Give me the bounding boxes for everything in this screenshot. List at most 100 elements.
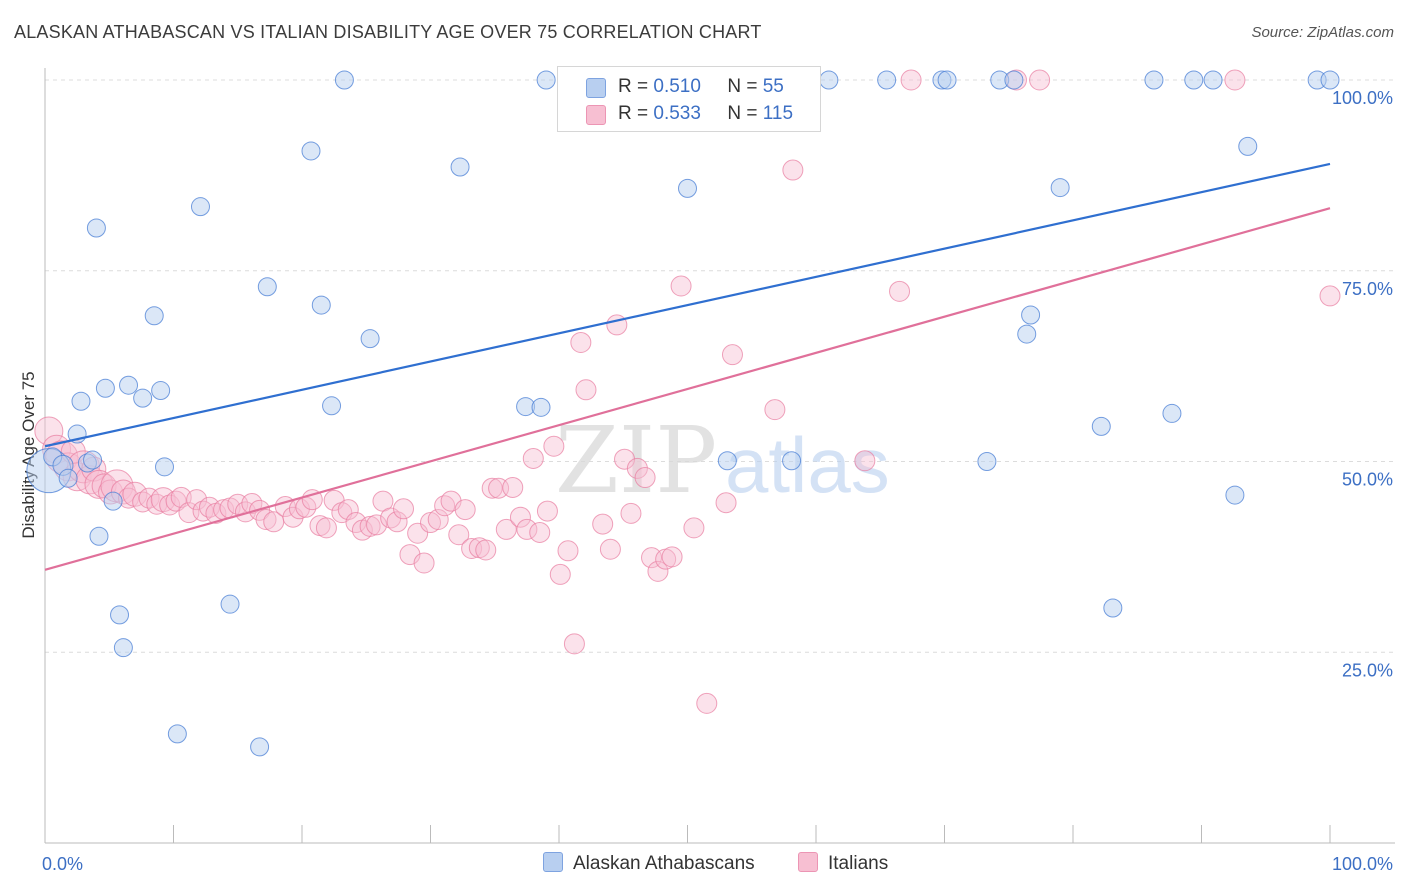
athabascan-point bbox=[1203, 70, 1223, 90]
athabascan-point bbox=[133, 388, 153, 408]
y-tick-label: 50.0% bbox=[1342, 470, 1393, 490]
athabascan-point bbox=[334, 70, 354, 90]
athabascan-point bbox=[190, 197, 210, 217]
italians-point bbox=[509, 506, 531, 528]
italians-point bbox=[634, 467, 656, 489]
italians-point bbox=[626, 457, 648, 479]
italians-point bbox=[854, 450, 876, 472]
pink-swatch bbox=[586, 105, 606, 125]
italians-point bbox=[683, 517, 705, 539]
athabascan-point bbox=[536, 70, 556, 90]
legend-n-value-italians: 115 bbox=[762, 103, 794, 124]
legend-r-value-athabascan: 0.510 bbox=[653, 76, 701, 97]
italians-point bbox=[764, 399, 786, 421]
athabascan-point bbox=[1021, 305, 1041, 325]
athabascan-point bbox=[220, 594, 240, 614]
italians-point bbox=[721, 344, 743, 366]
athabascan-point bbox=[110, 605, 130, 625]
athabascan-point bbox=[360, 329, 380, 349]
bottom-legend-italians: Italians bbox=[798, 852, 888, 875]
watermark-atlas: atlas bbox=[725, 421, 890, 509]
italians-point bbox=[715, 492, 737, 514]
trend-lines bbox=[44, 162, 1331, 571]
athabascan-point bbox=[250, 737, 270, 757]
italians-point bbox=[454, 499, 476, 521]
italians-point bbox=[393, 498, 415, 520]
italians-point bbox=[900, 69, 922, 91]
italians-trend-line bbox=[44, 207, 1331, 571]
athabascan-point bbox=[113, 638, 133, 658]
athabascan-points bbox=[26, 70, 1340, 757]
italians-point bbox=[502, 476, 524, 498]
italians-point bbox=[543, 435, 565, 457]
italians-point bbox=[606, 314, 628, 336]
bottom-legend-label: Alaskan Athabascans bbox=[573, 853, 755, 874]
athabascan-point bbox=[95, 378, 115, 398]
legend-r-value-italians: 0.533 bbox=[653, 103, 701, 124]
italians-point bbox=[359, 515, 381, 537]
italians-point bbox=[366, 514, 388, 536]
y-tick-label: 25.0% bbox=[1342, 660, 1393, 680]
y-tick-labels: 25.0% 50.0% 75.0% 100.0% bbox=[1332, 88, 1393, 680]
italians-points bbox=[34, 69, 1341, 714]
athabascan-point bbox=[83, 450, 103, 470]
y-tick-label: 75.0% bbox=[1342, 279, 1393, 299]
athabascan-point bbox=[1144, 70, 1164, 90]
italians-point bbox=[186, 489, 208, 511]
athabascan-point bbox=[678, 178, 697, 198]
legend-n-label: N = bbox=[727, 76, 758, 97]
watermark-zip: ZIP bbox=[555, 407, 717, 514]
athabascan-point bbox=[1320, 70, 1340, 90]
italians-point bbox=[599, 538, 621, 560]
athabascan-point bbox=[531, 397, 551, 417]
athabascan-point bbox=[450, 157, 470, 177]
italians-point bbox=[495, 518, 517, 540]
italians-point bbox=[386, 511, 408, 533]
italians-point bbox=[1029, 69, 1051, 91]
athabascan-point bbox=[717, 451, 737, 471]
athabascan-point bbox=[71, 391, 91, 411]
italians-point bbox=[549, 563, 571, 585]
legend-r-label: R = bbox=[618, 103, 649, 124]
athabascan-point bbox=[322, 396, 342, 416]
italians-point bbox=[575, 379, 597, 401]
italians-point bbox=[255, 508, 277, 530]
athabascan-point bbox=[1225, 485, 1245, 505]
pink-swatch bbox=[798, 852, 818, 872]
athabascan-point bbox=[937, 70, 957, 90]
italians-point bbox=[448, 524, 470, 546]
athabascan-point bbox=[1091, 416, 1111, 436]
italians-point bbox=[889, 280, 911, 302]
italians-point bbox=[301, 489, 323, 511]
y-tick-label: 100.0% bbox=[1332, 88, 1393, 108]
italians-point bbox=[475, 539, 497, 561]
athabascan-point bbox=[819, 70, 839, 90]
italians-point bbox=[192, 500, 214, 522]
legend-n-label: N = bbox=[727, 103, 758, 124]
athabascan-point bbox=[257, 277, 277, 297]
athabascan-point bbox=[877, 70, 897, 90]
athabascan-point bbox=[103, 491, 123, 511]
italians-point bbox=[84, 469, 114, 499]
italians-point bbox=[315, 517, 337, 539]
italians-point bbox=[522, 447, 544, 469]
athabascan-point bbox=[301, 141, 321, 161]
bottom-legend-label: Italians bbox=[828, 853, 889, 874]
italians-point bbox=[647, 560, 669, 582]
athabascan-point bbox=[977, 452, 997, 471]
italians-point bbox=[592, 513, 614, 535]
italians-point bbox=[557, 540, 579, 562]
athabascan-point bbox=[86, 218, 106, 238]
athabascan-point bbox=[782, 451, 802, 471]
italians-point bbox=[337, 499, 359, 521]
chart-source: Source: ZipAtlas.com bbox=[1251, 24, 1394, 41]
y-axis-title: Disability Age Over 75 bbox=[19, 371, 38, 538]
athabascan-point bbox=[1050, 178, 1070, 198]
athabascan-trend-line bbox=[44, 162, 1331, 448]
italians-point bbox=[1319, 285, 1341, 307]
italians-point bbox=[529, 521, 551, 543]
italians-point bbox=[1224, 69, 1246, 91]
blue-swatch bbox=[543, 852, 563, 872]
athabascan-point bbox=[58, 468, 78, 488]
bottom-legend-athabascan: Alaskan Athabascans bbox=[543, 852, 755, 875]
